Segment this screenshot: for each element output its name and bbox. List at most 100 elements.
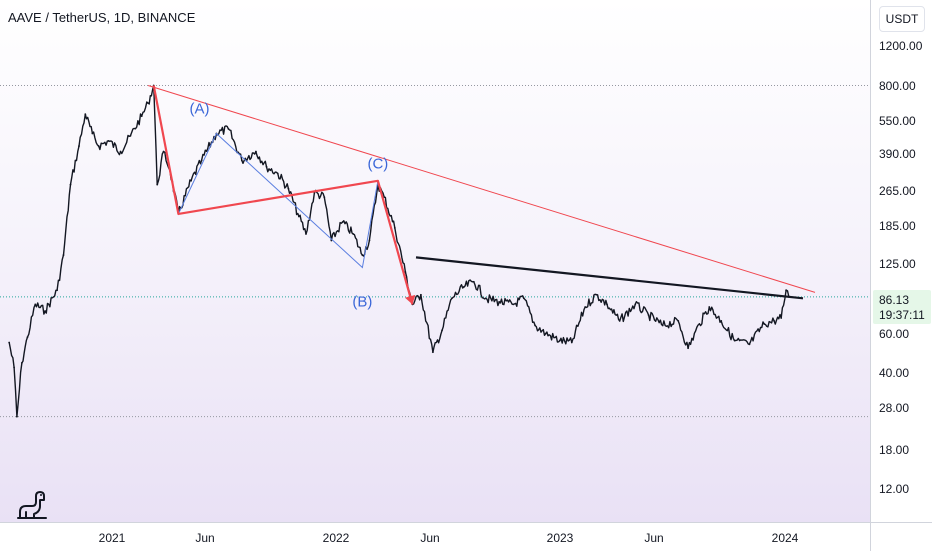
x-tick-label: 2021: [98, 531, 126, 545]
price-point: [368, 239, 371, 242]
y-tick-label: 40.00: [879, 366, 910, 380]
price-point: [255, 150, 257, 153]
y-tick-label: 185.00: [879, 219, 916, 233]
price-point: [534, 324, 537, 327]
y-tick-label: 800.00: [879, 79, 916, 93]
y-tick-label: 550.00: [879, 114, 916, 128]
x-tick-label: Jun: [195, 531, 215, 545]
y-tick-label: 12.00: [879, 482, 910, 496]
price-point: [276, 172, 279, 175]
price-point: [512, 303, 515, 306]
price-point: [305, 233, 307, 235]
axis-corner: [870, 522, 932, 551]
last-price-value: 86.13: [879, 293, 910, 307]
price-point: [584, 306, 587, 308]
price-point: [62, 254, 65, 256]
y-tick-label: 125.00: [879, 257, 916, 271]
wave-label-a: (A): [189, 100, 210, 117]
price-point: [419, 293, 422, 296]
y-tick-label: 18.00: [879, 443, 910, 457]
price-point: [404, 271, 407, 273]
price-point: [472, 280, 475, 283]
price-point: [393, 226, 396, 229]
x-tick-label: 2023: [546, 531, 574, 545]
y-tick-label: 28.00: [879, 401, 910, 415]
price-point: [190, 179, 192, 182]
price-point: [162, 150, 165, 153]
y-tick-label: 265.00: [879, 184, 916, 198]
price-point: [119, 150, 122, 153]
price-point: [140, 115, 143, 118]
red-impulse-line: [152, 85, 414, 305]
price-point: [780, 317, 783, 319]
price-point: [34, 303, 37, 306]
wave-path-line: [153, 85, 413, 305]
resistance-line: [415, 256, 804, 300]
price-point: [13, 366, 16, 369]
price-series-line: [8, 84, 790, 418]
price-point: [748, 343, 751, 346]
x-tick-label: 2022: [322, 531, 350, 545]
price-point: [720, 320, 723, 322]
price-point: [618, 320, 621, 322]
price-point: [763, 323, 766, 325]
price-point: [773, 320, 776, 322]
price-point: [558, 339, 561, 342]
x-tick-label: Jun: [420, 531, 440, 545]
price-point: [647, 314, 650, 317]
currency-button[interactable]: USDT: [879, 6, 925, 32]
price-point: [84, 113, 87, 116]
price-point: [361, 254, 364, 256]
price-point: [287, 187, 290, 190]
price-point: [687, 347, 690, 350]
price-axis[interactable]: USDT 1200.00 800.00 550.00 390.00 265.00…: [870, 0, 932, 522]
price-point: [522, 297, 525, 300]
price-point: [129, 135, 132, 137]
price-point: [156, 183, 159, 186]
price-point: [69, 183, 72, 186]
price-point: [20, 361, 23, 364]
red-trendline: [147, 85, 816, 293]
last-price-label: 86.13 19:37:11: [873, 290, 931, 324]
price-point: [661, 324, 664, 327]
price-point: [44, 310, 47, 312]
price-point: [698, 323, 701, 325]
price-point: [451, 297, 453, 300]
time-axis[interactable]: 2021 Jun 2022 Jun 2023 Jun 2024: [0, 522, 870, 551]
price-point: [298, 215, 300, 218]
price-point: [107, 139, 110, 142]
price-plot[interactable]: [0, 0, 870, 522]
tradingview-dino-icon[interactable]: [14, 488, 48, 522]
price-point: [708, 306, 711, 308]
price-point: [265, 165, 268, 168]
price-point: [56, 289, 59, 292]
price-point: [341, 221, 344, 223]
y-tick-label: 390.00: [879, 147, 916, 161]
price-point: [498, 301, 501, 303]
wave-label-b: (B): [352, 293, 373, 311]
price-point: [677, 320, 680, 322]
red-arrowhead: [405, 294, 416, 305]
price-point: [16, 415, 18, 418]
price-point: [91, 132, 94, 135]
chart-area[interactable]: AAVE / TetherUS, 1D, BINANCE (A) (B) (C): [0, 0, 870, 522]
price-point: [785, 289, 788, 292]
price-point: [200, 159, 203, 162]
price-point: [97, 145, 100, 147]
candle-countdown: 19:37:11: [879, 308, 925, 322]
y-tick-label: 60.00: [879, 327, 910, 341]
price-point: [240, 159, 243, 162]
y-tick-label: 1200.00: [879, 39, 923, 53]
price-point: [606, 303, 608, 306]
price-point: [595, 293, 598, 296]
price-point: [463, 286, 465, 288]
price-point: [323, 196, 326, 199]
price-point: [544, 332, 547, 335]
price-point: [8, 341, 11, 344]
x-tick-label: Jun: [644, 531, 664, 545]
price-point: [352, 233, 355, 235]
price-point: [484, 297, 487, 300]
price-point: [733, 339, 736, 342]
price-point: [78, 145, 80, 147]
wave-label-c: (C): [367, 155, 389, 173]
